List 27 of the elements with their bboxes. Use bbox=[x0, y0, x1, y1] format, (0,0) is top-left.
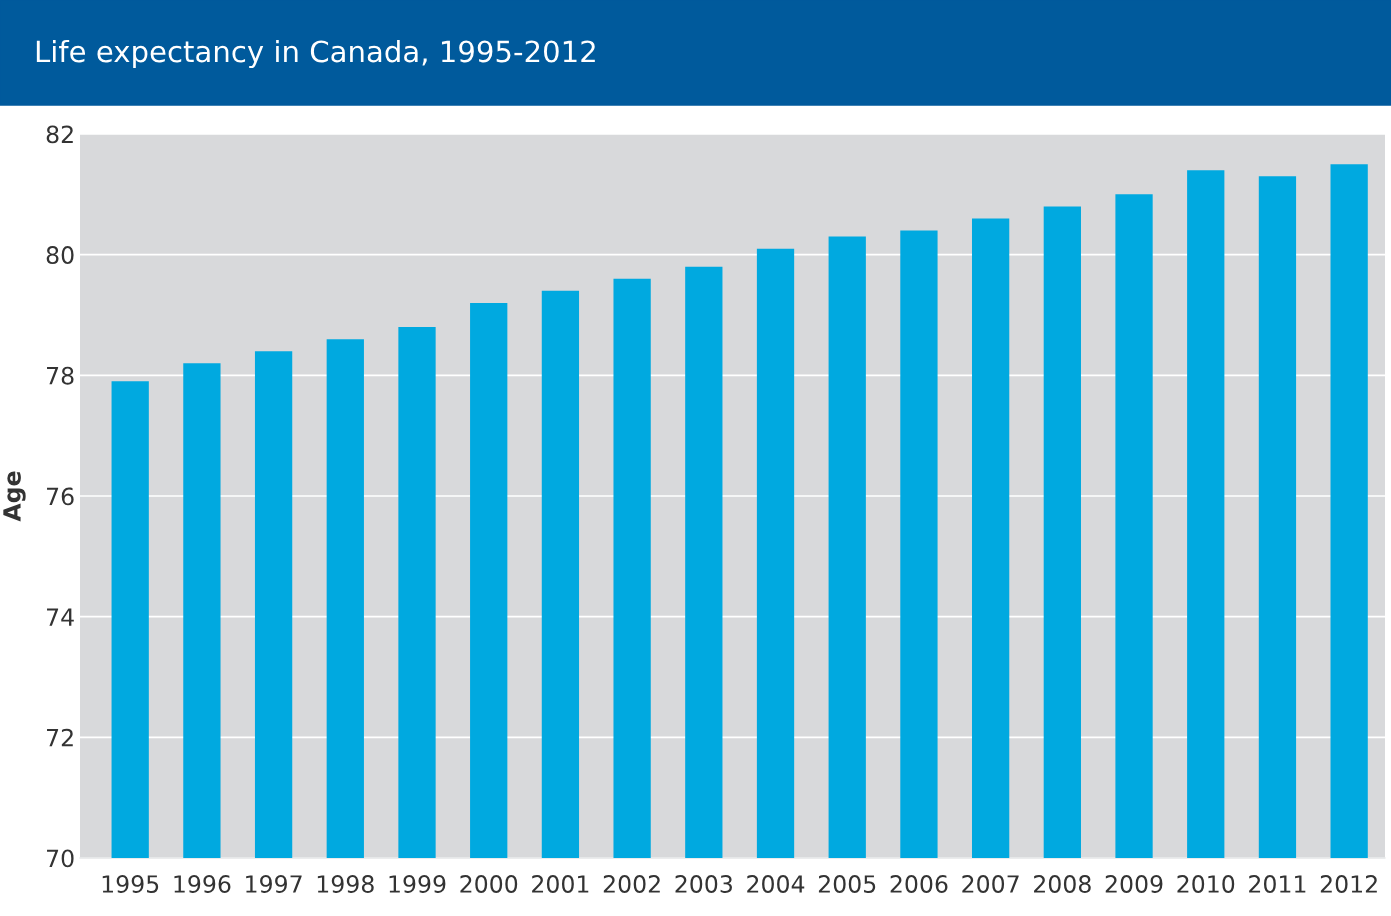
x-tick-label: 1999 bbox=[389, 875, 446, 893]
x-tick-label: 2001 bbox=[532, 875, 589, 893]
x-tick-label: 2005 bbox=[818, 875, 876, 893]
chart-title: Life expectancy in Canada, 1995-2012 bbox=[36, 39, 595, 69]
x-tick-label: 2012 bbox=[1320, 875, 1377, 893]
x-tick-label: 1996 bbox=[174, 875, 231, 893]
y-tick-label: 82 bbox=[46, 125, 73, 144]
x-tick-label: 2011 bbox=[1249, 875, 1306, 893]
x-tick-label: 2002 bbox=[603, 875, 660, 893]
y-tick-label: 80 bbox=[46, 246, 74, 264]
y-tick-label: 76 bbox=[47, 487, 74, 506]
x-tick-label: 2008 bbox=[1034, 875, 1091, 893]
x-tick-label: 2009 bbox=[1105, 875, 1163, 893]
x-tick-label: 2010 bbox=[1177, 875, 1235, 893]
y-axis-title: Age bbox=[3, 471, 26, 522]
y-tick-label: 70 bbox=[47, 849, 74, 868]
x-tick-label: 1997 bbox=[246, 875, 302, 893]
x-tick-label: 2007 bbox=[962, 875, 1019, 893]
x-tick-label: 2004 bbox=[747, 875, 805, 893]
y-tick-label: 74 bbox=[47, 608, 74, 626]
x-tick-label: 2006 bbox=[890, 875, 948, 893]
y-tick-label: 72 bbox=[47, 728, 73, 747]
x-tick-label: 1998 bbox=[317, 875, 374, 893]
x-tick-label: 2003 bbox=[675, 875, 732, 893]
x-tick-label: 1995 bbox=[102, 875, 159, 893]
y-tick-label: 78 bbox=[47, 366, 74, 385]
x-tick-label: 2000 bbox=[460, 875, 518, 893]
